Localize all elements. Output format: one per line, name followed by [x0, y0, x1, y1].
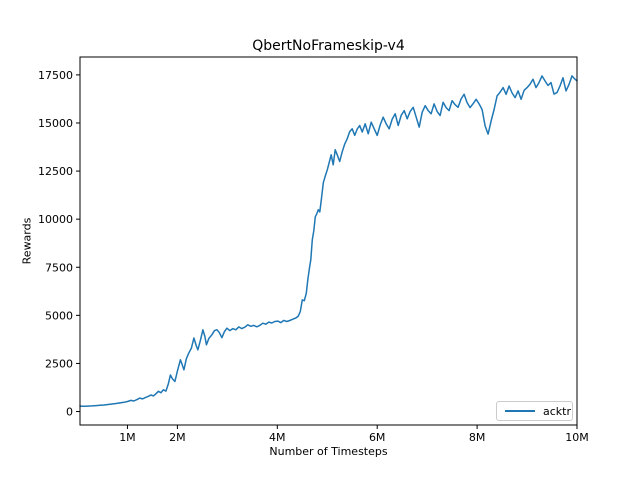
chart-title: QbertNoFrameskip-v4: [252, 38, 405, 54]
x-tick-label: 1M: [119, 431, 136, 444]
y-tick-label: 2500: [45, 357, 73, 370]
axes-frame: [79, 56, 578, 426]
x-tick-label: 8M: [469, 431, 486, 444]
y-tick-label: 5000: [45, 309, 73, 322]
series-line-acktr: [79, 75, 578, 408]
y-tick-label: 7500: [45, 261, 73, 274]
legend-line-sample: [505, 410, 535, 412]
y-tick-label: 12500: [38, 165, 73, 178]
y-tick-label: 17500: [38, 69, 73, 82]
y-tick-label: 15000: [38, 117, 73, 130]
y-tick-label: 10000: [38, 213, 73, 226]
x-axis-label: Number of Timesteps: [269, 445, 388, 458]
y-tick-label: 0: [66, 406, 73, 419]
x-tick-label: 6M: [369, 431, 386, 444]
legend: acktr: [496, 401, 573, 421]
legend-label: acktr: [543, 404, 571, 418]
x-tick-label: 10M: [565, 431, 589, 444]
x-tick-label: 2M: [169, 431, 186, 444]
x-tick-label: 4M: [269, 431, 286, 444]
